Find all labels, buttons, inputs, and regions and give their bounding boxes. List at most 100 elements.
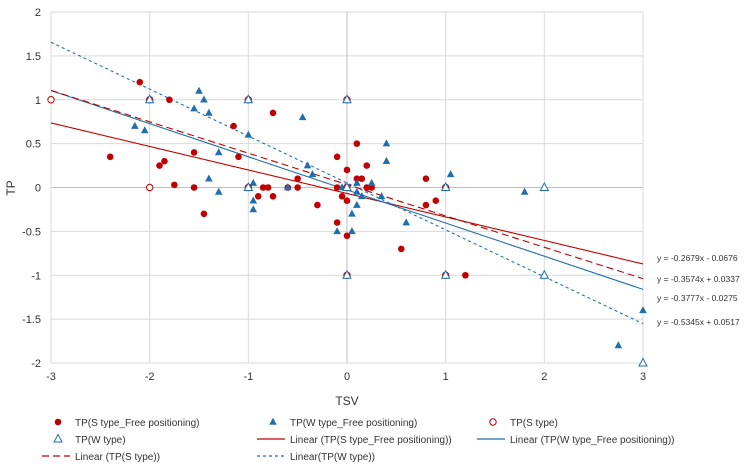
y-tick-label: -2 [31,358,41,370]
data-point-series-2 [377,192,386,200]
data-point-series-4 [342,269,352,279]
equation-layer: y = -0.2679x - 0.0676 y = -0.3574x + 0.03… [657,253,740,327]
data-point-series-4 [243,181,254,191]
data-point-series-1 [156,162,163,169]
data-point-series-1 [338,192,346,200]
data-point-series-4 [342,94,352,104]
y-tick-label: 1 [35,95,41,107]
trendline-equation: y = -0.3777x - 0.0275 [657,293,738,303]
data-point-series-2 [205,174,213,182]
y-tick-label: -1 [31,270,41,282]
legend-item: Linear (TP(S type_Free positioning)) [257,435,452,446]
data-point-series-2 [358,192,366,200]
y-axis-title: TP [4,180,18,195]
data-point-series-1 [343,166,351,174]
data-point-series-1 [353,175,361,183]
data-point-series-1 [358,175,366,183]
data-point-series-1 [269,192,277,200]
data-point-series-2 [353,200,361,208]
data-point-series-4 [638,357,648,367]
data-point-series-1 [200,210,208,218]
data-point-series-2 [298,113,307,121]
data-point-series-2 [367,178,376,186]
data-point-series-1 [353,140,361,147]
data-point-series-2 [131,121,139,129]
data-point-series-1 [161,157,168,165]
data-point-series-2 [214,187,223,195]
legend-label: TP(S type) [510,418,558,429]
x-tick-label: -2 [145,371,155,383]
legend-item: Linear (TP(W type_Free positioning)) [477,435,675,446]
data-point-series-2 [348,209,356,217]
trendline-equation: y = -0.5345x + 0.0517 [657,317,740,327]
data-point-series-4 [144,94,155,104]
data-point-series-2 [214,148,223,156]
y-tick-label: 0.5 [26,139,41,151]
legend-label: Linear (TP(S type_Free positioning)) [290,435,452,446]
legend-label: Linear (TP(S type)) [75,452,160,463]
data-point-series-1 [254,192,262,200]
legend-item: Linear (TP(S type)) [42,452,160,463]
data-point-series-2 [244,130,253,138]
data-point-series-2 [348,227,356,235]
tick-layer: -2 -1.5 -1 -0.5 0 0.5 1 1.5 2 -3 -2 -1 0 1 2 3 [22,7,646,383]
data-point-series-2 [200,95,208,103]
data-point-series-1 [259,184,267,191]
legend-label: Linear (TP(W type_Free positioning)) [510,435,675,446]
y-tick-label: -1.5 [22,314,41,326]
y-tick-label: -0.5 [22,226,41,238]
data-point-series-1 [190,184,198,191]
data-point-series-1 [363,162,371,169]
legend-item: Linear(TP(W type)) [257,452,375,463]
data-point-series-2 [284,183,292,191]
data-point-series-2 [249,196,258,204]
legend-item: TP(S type) [489,418,558,429]
legend-item: TP(W type) [53,433,126,446]
data-point-series-1 [166,96,173,104]
data-point-series-2 [195,86,203,94]
data-point-series-2 [140,126,149,134]
x-tick-label: -1 [243,371,253,383]
data-point-series-1 [333,153,341,161]
data-point-series-4 [243,94,254,104]
data-point-series-1 [343,197,351,204]
data-point-series-4 [539,269,550,279]
data-point-series-4 [440,269,451,279]
legend-swatch [53,433,63,443]
data-point-series-1 [294,175,301,183]
data-point-series-1 [314,201,321,209]
data-point-series-2 [614,341,623,349]
legend-swatch [269,417,277,425]
data-point-series-1 [333,219,341,226]
data-point-series-2 [353,187,361,195]
data-point-series-2 [333,227,341,235]
y-tick-label: 1.5 [26,51,41,63]
x-tick-label: 0 [344,371,350,383]
data-point-series-1 [190,149,198,156]
legend-label: TP(W type) [75,435,126,446]
data-point-series-1 [269,109,277,117]
legend-swatch [489,418,497,426]
data-point-series-2 [205,108,213,116]
data-point-series-2 [382,156,391,164]
legend-label: TP(S type_Free positioning) [75,418,200,429]
trendline-equation: y = -0.2679x - 0.0676 [657,253,738,263]
legend-swatch [54,418,62,426]
x-tick-label: 2 [541,371,547,383]
data-point-series-1 [462,271,469,279]
data-point-series-2 [520,187,529,195]
data-point-series-2 [402,218,410,226]
trendline-equation: y = -0.3574x + 0.0337 [657,274,740,284]
data-point-series-1 [294,184,301,191]
data-point-series-2 [190,104,198,112]
x-tick-label: -3 [46,371,56,383]
data-point-series-4 [440,181,451,191]
data-point-series-3 [47,96,55,104]
legend-item: TP(S type_Free positioning) [54,418,200,429]
legend: TP(S type_Free positioning) TP(W type_Fre… [42,417,675,463]
point-layer [47,78,648,367]
data-point-series-4 [342,181,352,191]
y-tick-label: 0 [35,183,41,195]
